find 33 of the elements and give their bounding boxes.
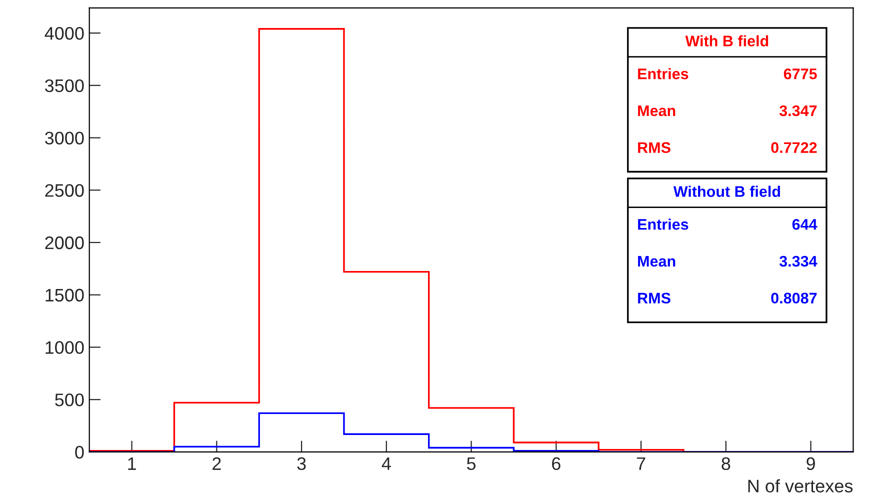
y-tick-label: 2000 — [45, 236, 84, 250]
y-tick-label: 0 — [75, 446, 84, 459]
annotation: 644 — [792, 218, 818, 230]
annotation: 6775 — [784, 68, 817, 80]
text: Without B field — [673, 186, 780, 197]
annotation: Mean — [638, 105, 676, 116]
annotation: RMS — [638, 292, 670, 304]
y-tick-label: 1000 — [46, 341, 84, 354]
annotation: 0.7722 — [771, 142, 817, 153]
x-tick-label: 4 — [382, 457, 391, 470]
x-tick-label: 7 — [636, 457, 646, 470]
annotation: Entries — [638, 68, 688, 80]
annotation: RMS — [638, 142, 670, 153]
annotation: Mean — [638, 256, 676, 267]
annotation: Entries — [638, 218, 688, 230]
x-tick-label: 8 — [722, 457, 730, 470]
y-tick-label: 500 — [55, 394, 84, 406]
x-tick-label: 1 — [128, 457, 136, 470]
x-tick-label: 5 — [466, 457, 476, 470]
x-tick-label: 6 — [552, 457, 560, 470]
y-tick-label: 3000 — [45, 132, 84, 144]
y-tick-label: 4000 — [44, 26, 84, 40]
y-tick-label: 1500 — [46, 288, 84, 302]
annotation: 3.347 — [779, 105, 817, 116]
annotation: 0.8087 — [771, 292, 817, 304]
y-tick-label: 3500 — [45, 79, 84, 92]
x-tick-label: 2 — [212, 457, 221, 470]
x-axis-title: N of vertexes — [748, 479, 853, 492]
y-tick-label: 2500 — [45, 184, 84, 197]
text: With B field — [685, 35, 768, 46]
x-tick-label: 3 — [297, 457, 306, 470]
x-tick-label: 9 — [806, 457, 815, 470]
annotation: 3.334 — [779, 256, 818, 267]
